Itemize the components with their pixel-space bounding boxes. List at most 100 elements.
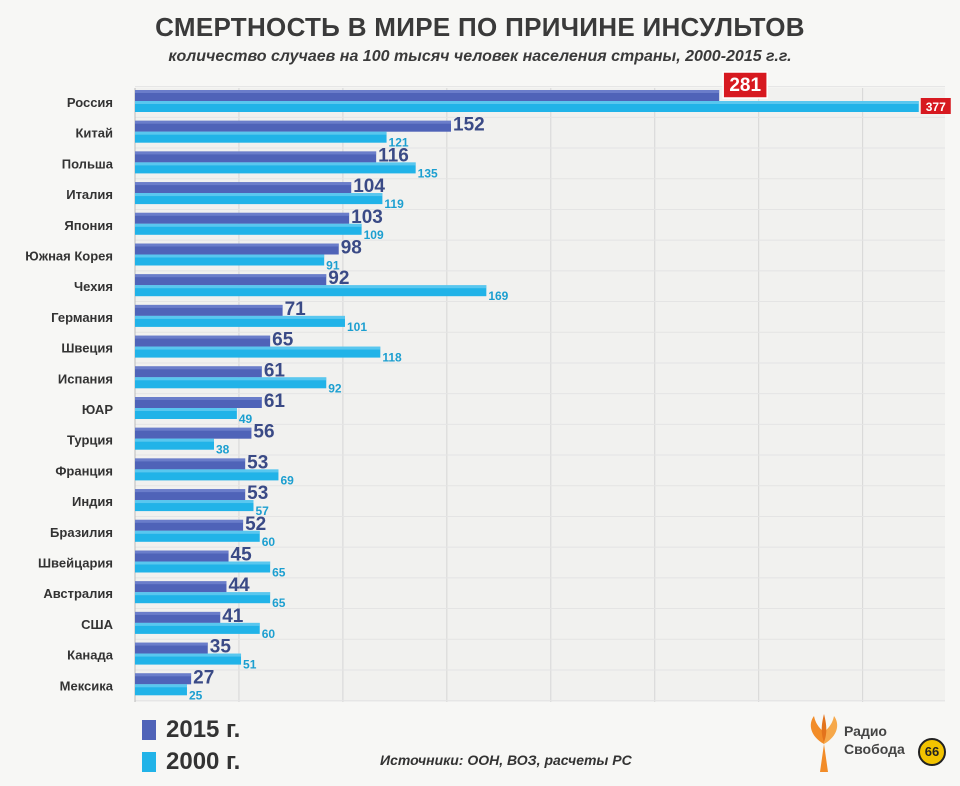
data-label-2015: 65: [272, 330, 294, 351]
data-label-2000: 57: [256, 504, 270, 518]
category-label: Италия: [66, 187, 113, 202]
category-label: Турция: [67, 433, 113, 448]
bar-2015: [135, 581, 227, 593]
chart-subtitle: количество случаев на 100 тысяч человек …: [168, 48, 792, 65]
bar-2015-shine: [135, 212, 350, 216]
bar-2000-shine: [135, 438, 214, 442]
bar-2000: [135, 438, 214, 450]
bar-2015-shine: [135, 489, 246, 493]
bar-2000: [135, 254, 325, 266]
data-label-2015: 92: [328, 268, 349, 289]
logo-badge: 66: [918, 738, 946, 766]
radio-svoboda-logo: Радио Свобода 66: [800, 712, 950, 776]
legend-label-2015: 2015 г.: [166, 716, 241, 743]
data-label-2000: 65: [272, 596, 286, 610]
bar-2000: [135, 592, 271, 604]
data-label-2000: 49: [239, 412, 253, 426]
bar-2015-shine: [135, 550, 229, 554]
data-label-2015: 61: [264, 360, 286, 381]
bar-2015: [135, 90, 720, 101]
bar-2000: [135, 653, 242, 665]
bar-2000-shine: [135, 530, 260, 534]
bar-2015-shine: [135, 581, 227, 585]
bar-2000: [135, 223, 362, 235]
bar-2015-shine: [135, 458, 246, 462]
bar-2015: [135, 489, 246, 501]
bar-2000-shine: [135, 377, 327, 381]
data-label-2015: 45: [231, 545, 253, 566]
category-label: Южная Корея: [25, 249, 113, 264]
data-label-2000: 101: [347, 320, 367, 334]
bar-2000-shine: [135, 346, 381, 350]
bar-2015-shine: [135, 673, 192, 677]
data-label-2015: 116: [378, 145, 409, 166]
torch-flame-icon: [810, 714, 838, 772]
category-label: США: [81, 617, 113, 632]
logo-line-2: Свобода: [844, 741, 905, 757]
data-label-2015: 281: [729, 75, 761, 96]
bar-2015: [135, 519, 244, 531]
category-label: Испания: [58, 371, 113, 386]
category-label: ЮАР: [82, 402, 113, 417]
logo-text: Радио Свобода: [844, 722, 905, 758]
data-label-2015: 41: [222, 606, 244, 627]
data-label-box-2015: [722, 71, 768, 99]
chart-title: СМЕРТНОСТЬ В МИРЕ ПО ПРИЧИНЕ ИНСУЛЬТОВ: [155, 12, 805, 42]
category-label: Польша: [62, 156, 114, 171]
bar-2015: [135, 366, 262, 378]
category-label: Китай: [75, 126, 113, 141]
data-label-2000: 135: [418, 166, 438, 180]
category-label: Индия: [72, 494, 113, 509]
bar-2015-shine: [135, 397, 262, 400]
data-label-2000: 91: [326, 259, 340, 273]
data-label-box-2000: [920, 98, 951, 114]
bar-2015: [135, 673, 192, 685]
bar-2000: [135, 469, 279, 481]
plot-area: [135, 88, 945, 702]
bar-2000-shine: [135, 315, 345, 319]
source-note: Источники: ООН, ВОЗ, расчеты РС: [380, 752, 632, 768]
data-label-2015: 61: [264, 391, 286, 412]
data-label-2015: 53: [247, 483, 268, 504]
legend-swatch-2015: [142, 720, 156, 740]
category-label: Мексика: [60, 678, 114, 693]
bar-2015-shine: [135, 304, 283, 308]
bar-2000: [135, 408, 237, 419]
bar-2000: [135, 285, 487, 297]
bar-2000-shine: [135, 469, 279, 473]
data-label-2015: 103: [351, 207, 383, 228]
bar-2015: [135, 243, 339, 255]
category-label: Россия: [67, 95, 113, 110]
bar-2015-shine: [135, 642, 208, 646]
bar-2000-shine: [135, 561, 271, 565]
legend-item-2000: 2000 г.: [142, 748, 240, 776]
data-label-2015: 71: [285, 299, 307, 320]
data-label-2015: 52: [245, 514, 266, 535]
bar-2000-shine: [135, 684, 187, 688]
bar-2000: [135, 162, 416, 174]
bar-2015: [135, 642, 208, 654]
legend-item-2015: 2015 г.: [142, 716, 240, 744]
bar-2000: [135, 500, 254, 512]
data-label-2015: 56: [253, 422, 274, 443]
data-label-2000: 69: [280, 473, 294, 487]
category-label: Канада: [67, 648, 114, 663]
bar-2015: [135, 120, 451, 132]
bar-2000: [135, 193, 383, 205]
bar-2000-shine: [135, 500, 254, 504]
data-label-2015: 98: [341, 238, 362, 259]
legend-swatch-2000: [142, 752, 156, 772]
bar-2000-shine: [135, 408, 237, 411]
bar-2000-shine: [135, 223, 362, 227]
data-label-2000: 25: [189, 688, 203, 702]
bar-2015-shine: [135, 335, 271, 339]
data-label-2000: 65: [272, 566, 286, 580]
category-label: Япония: [64, 218, 113, 233]
bar-2015: [135, 151, 377, 163]
category-label: Чехия: [74, 279, 113, 294]
bar-2015-shine: [135, 366, 262, 370]
bar-2000-shine: [135, 592, 271, 596]
bar-2000-shine: [135, 285, 487, 289]
bar-2015-shine: [135, 243, 339, 247]
